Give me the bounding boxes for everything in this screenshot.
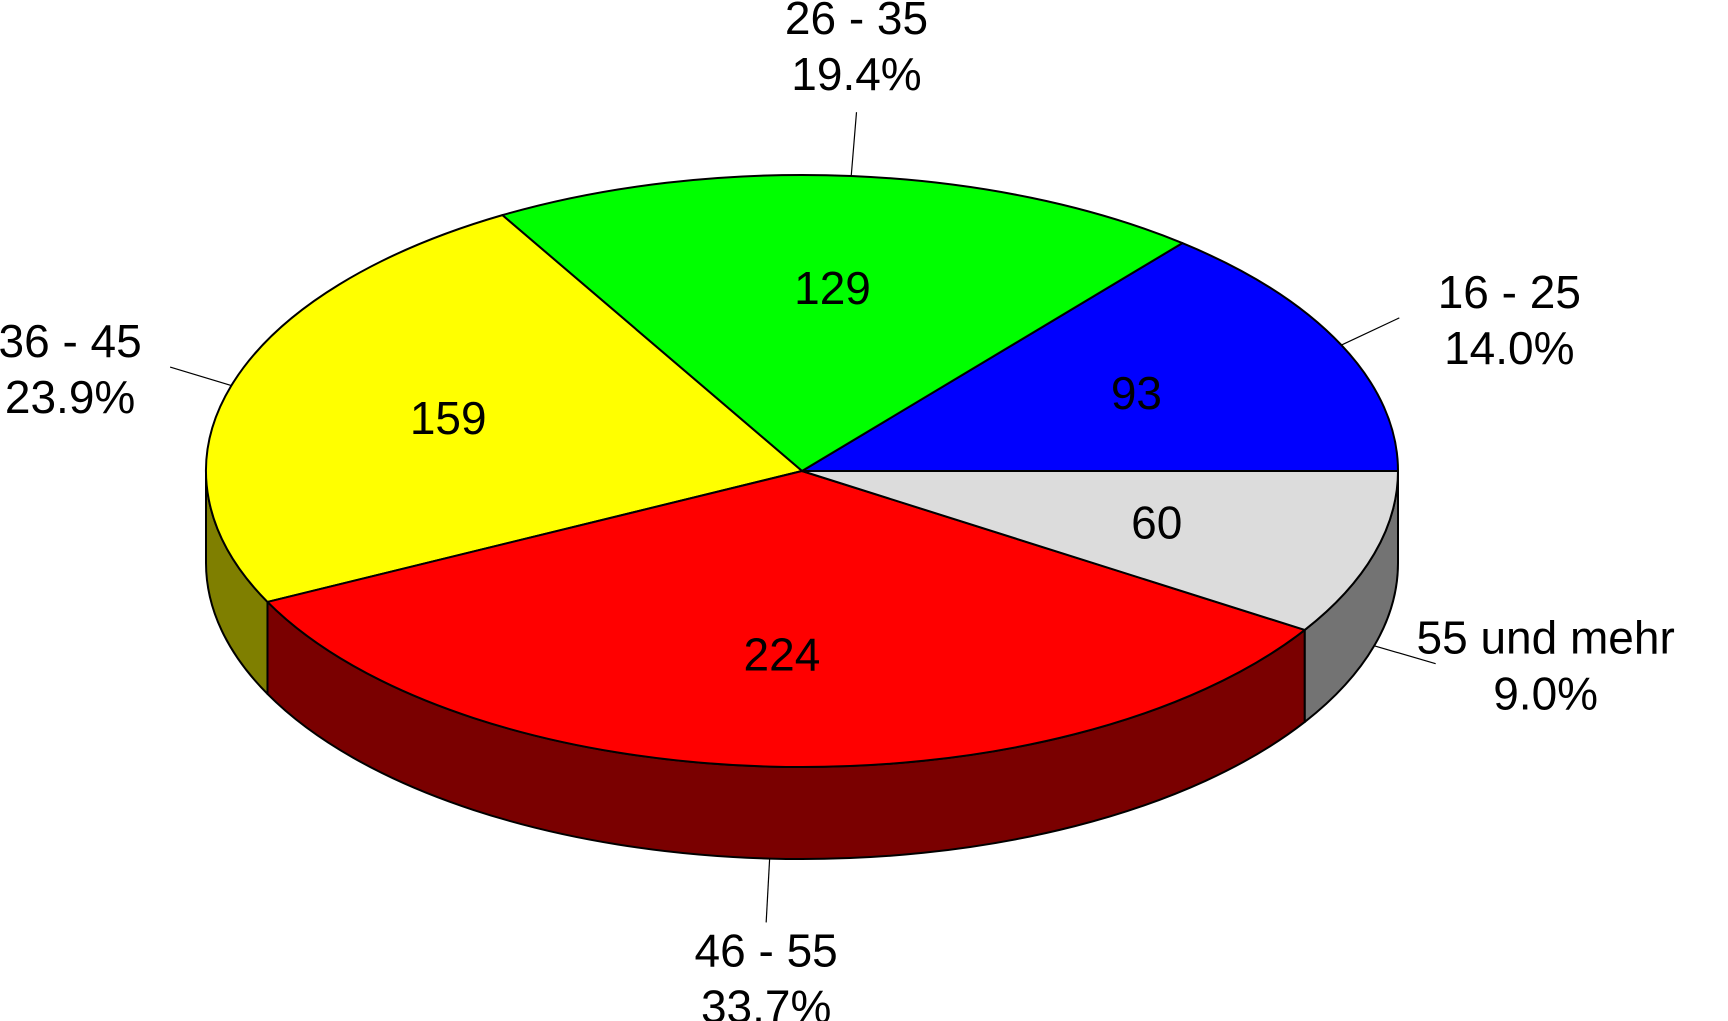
category-label-16-25: 16 - 25 [1438,266,1581,318]
value-label-46-55: 224 [744,628,821,680]
leader-lines [169,112,1436,923]
leader-55-und-mehr [1374,645,1436,665]
value-label-16-25: 93 [1111,367,1162,419]
category-label-26-35: 26 - 35 [785,0,928,44]
pie-slices [205,174,1399,768]
slice-16-25 [801,242,1399,472]
value-label-55-und-mehr: 60 [1131,496,1182,548]
category-label-46-55: 46 - 55 [695,924,838,976]
percent-label-55-und-mehr: 9.0% [1493,668,1598,720]
percent-label-46-55: 33.7% [701,980,831,1021]
percent-label-36-45: 23.9% [5,371,135,423]
category-label-55-und-mehr: 55 und mehr [1417,612,1675,664]
slice-26-35 [501,174,1184,472]
value-label-36-45: 159 [410,392,487,444]
percent-label-16-25: 14.0% [1444,322,1574,374]
value-label-26-35: 129 [794,262,871,314]
percent-label-26-35: 19.4% [791,48,921,100]
slice-value-labels: 93 129 159 224 60 [410,262,1183,680]
leader-26-35 [850,112,858,177]
leader-46-55 [765,858,771,923]
leader-36-45 [169,366,232,387]
slice-55-und-mehr [801,470,1399,631]
slice-36-45 [205,214,803,603]
category-label-36-45: 36 - 45 [0,315,142,367]
slice-46-55 [266,470,1306,768]
leader-16-25 [1341,317,1400,346]
